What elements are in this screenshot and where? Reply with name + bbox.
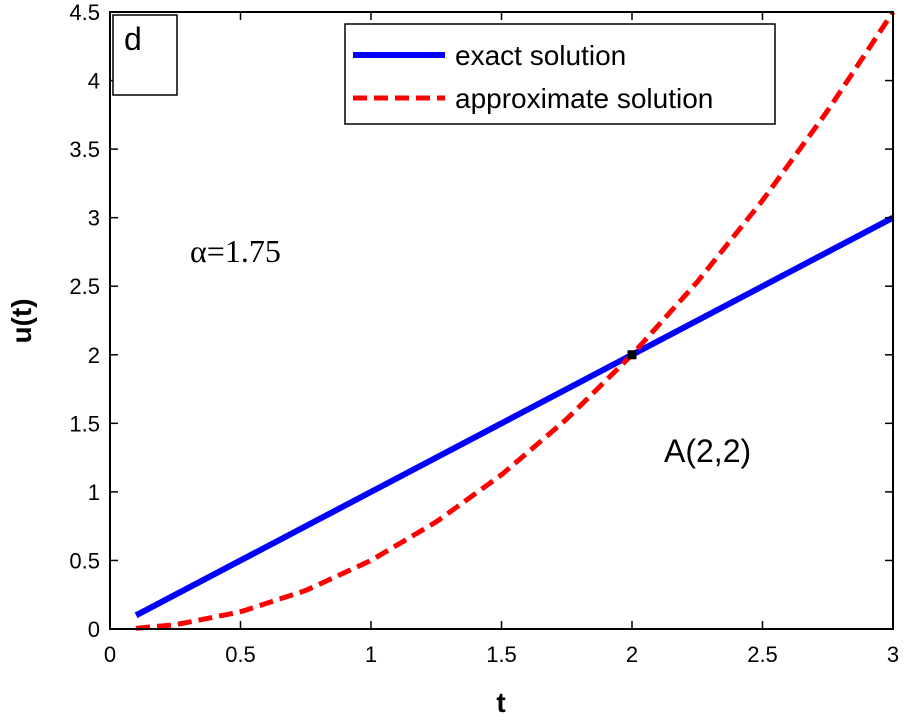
- series-line-approximate: [135, 10, 896, 631]
- y-axis-title: u(t): [6, 298, 37, 343]
- series-line-exact: [134, 215, 895, 618]
- y-tick-label: 3: [88, 206, 100, 231]
- legend: exact solution approximate solution: [344, 23, 776, 125]
- x-axis-title: t: [496, 687, 505, 718]
- x-tick-label: 0: [104, 642, 116, 667]
- ticks-layer: 0 0.5 1 1.5 2 2.5 3 0 0.5 1 1.5 2 2.5 3 3.5 4 4.5: [69, 0, 899, 667]
- intersection-point-marker: [627, 350, 637, 360]
- y-tick-label: 4: [88, 69, 100, 94]
- x-tick-label: 2: [626, 642, 638, 667]
- point-annotation: A(2,2): [664, 433, 751, 469]
- y-tick-label: 4.5: [69, 0, 100, 25]
- plot-frame: [109, 11, 894, 630]
- x-tick-label: 1: [365, 642, 377, 667]
- legend-label-exact: exact solution: [455, 40, 626, 71]
- y-tick-label: 3.5: [69, 137, 100, 162]
- legend-label-approximate: approximate solution: [455, 83, 713, 114]
- x-tick-label: 1.5: [486, 642, 517, 667]
- series-layer: [134, 10, 896, 631]
- y-tick-label: 0.5: [69, 548, 100, 573]
- y-tick-label: 0: [88, 617, 100, 642]
- alpha-annotation: α=1.75: [190, 233, 281, 269]
- y-tick-label: 1: [88, 480, 100, 505]
- x-tick-label: 3: [887, 642, 899, 667]
- x-tick-label: 2.5: [747, 642, 778, 667]
- y-tick-label: 1.5: [69, 411, 100, 436]
- y-tick-label: 2: [88, 343, 100, 368]
- y-tick-label: 2.5: [69, 274, 100, 299]
- x-tick-label: 0.5: [225, 642, 256, 667]
- panel-label-box: [112, 14, 178, 96]
- panel-label: d: [124, 21, 142, 57]
- legend-box: [344, 23, 776, 125]
